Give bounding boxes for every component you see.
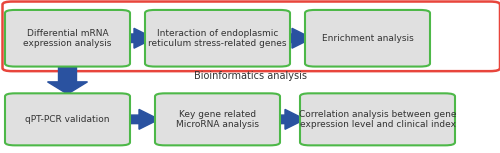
Polygon shape bbox=[122, 28, 154, 48]
Polygon shape bbox=[281, 28, 312, 48]
Polygon shape bbox=[48, 67, 88, 94]
Polygon shape bbox=[122, 109, 159, 129]
FancyBboxPatch shape bbox=[300, 93, 455, 145]
Text: Differential mRNA
expression analysis: Differential mRNA expression analysis bbox=[24, 29, 112, 48]
Text: Bioinformatics analysis: Bioinformatics analysis bbox=[194, 71, 306, 81]
FancyBboxPatch shape bbox=[155, 93, 280, 145]
Text: Key gene related
MicroRNA analysis: Key gene related MicroRNA analysis bbox=[176, 110, 259, 129]
FancyBboxPatch shape bbox=[5, 10, 130, 67]
FancyBboxPatch shape bbox=[5, 93, 130, 145]
FancyBboxPatch shape bbox=[305, 10, 430, 67]
FancyBboxPatch shape bbox=[145, 10, 290, 67]
Polygon shape bbox=[274, 109, 305, 129]
Text: Correlation analysis between gene
expression level and clinical index: Correlation analysis between gene expres… bbox=[299, 110, 456, 129]
Text: qPT-PCR validation: qPT-PCR validation bbox=[25, 115, 110, 124]
Text: Interaction of endoplasmic
reticulum stress-related genes: Interaction of endoplasmic reticulum str… bbox=[148, 29, 287, 48]
Text: Enrichment analysis: Enrichment analysis bbox=[322, 34, 414, 43]
